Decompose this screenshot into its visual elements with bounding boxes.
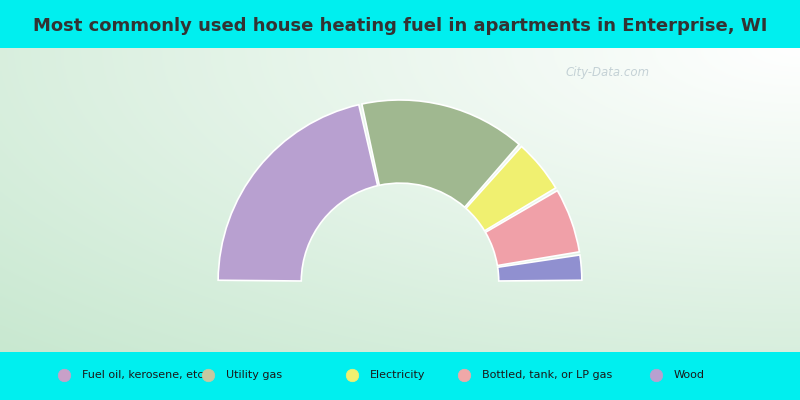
Text: Wood: Wood — [674, 370, 705, 380]
Text: Electricity: Electricity — [370, 370, 425, 380]
Wedge shape — [486, 191, 579, 266]
Text: Fuel oil, kerosene, etc.: Fuel oil, kerosene, etc. — [82, 370, 206, 380]
Wedge shape — [362, 100, 519, 207]
Text: Utility gas: Utility gas — [226, 370, 282, 380]
Wedge shape — [466, 146, 556, 231]
Text: Most commonly used house heating fuel in apartments in Enterprise, WI: Most commonly used house heating fuel in… — [33, 17, 767, 35]
Text: Bottled, tank, or LP gas: Bottled, tank, or LP gas — [482, 370, 612, 380]
Text: City-Data.com: City-Data.com — [566, 66, 650, 79]
Wedge shape — [218, 105, 378, 281]
Wedge shape — [498, 255, 582, 281]
